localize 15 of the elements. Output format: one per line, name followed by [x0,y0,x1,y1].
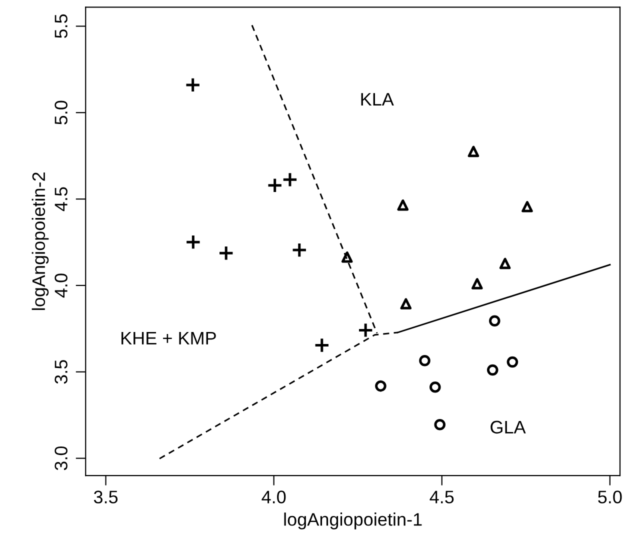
y-tick-label: 3.5 [54,360,68,384]
x-tick-label: 5.0 [598,490,622,504]
x-axis-title: logAngiopoietin-1 [284,512,422,530]
y-tick-label: 5.5 [54,14,68,38]
y-tick-label: 5.0 [54,100,68,124]
annotation: KHE + KMP [122,332,216,344]
y-tick-label: 4.0 [54,274,68,298]
x-tick-label: 4.0 [262,490,286,504]
x-tick-label: 3.5 [94,490,118,504]
y-tick-label: 4.5 [54,187,68,212]
y-axis-title: logAngiopoietin-2 [32,172,49,310]
annotation: GLA [490,420,526,434]
x-tick-label: 4.5 [430,490,454,504]
annotation: KLA [361,93,394,106]
y-tick-label: 3.0 [54,446,68,470]
